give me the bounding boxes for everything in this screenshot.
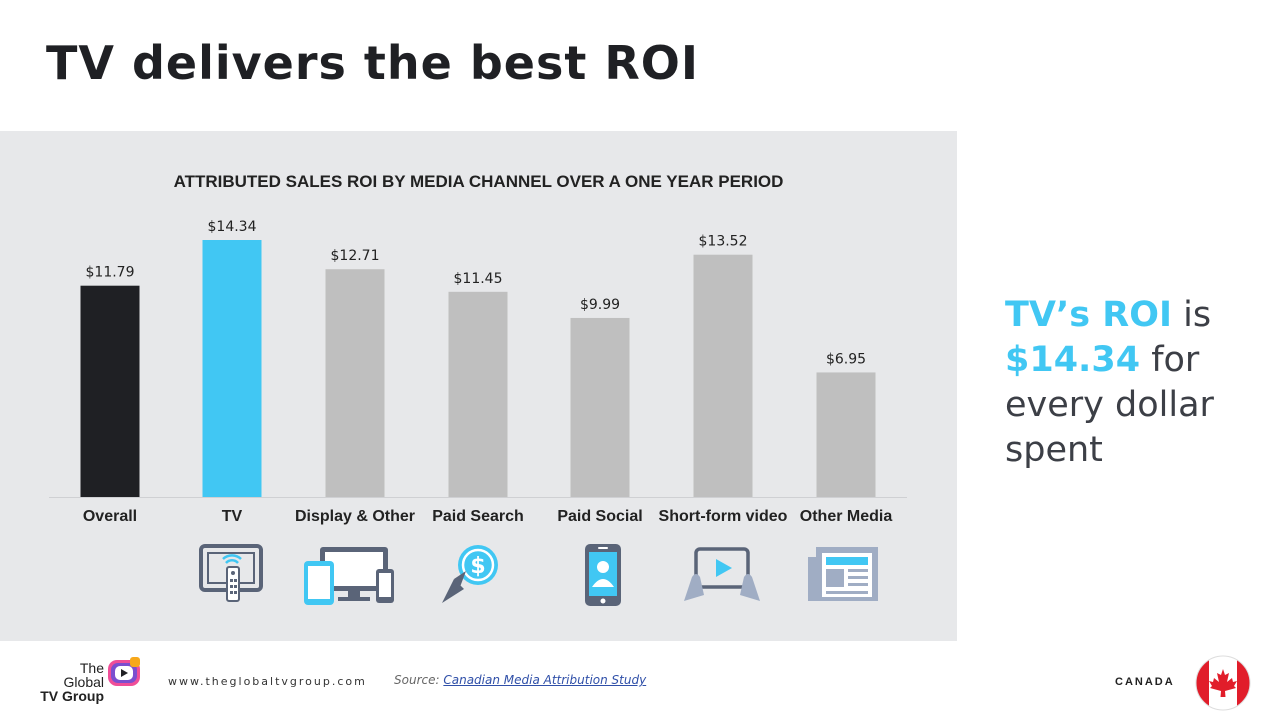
value-label-2: $12.71	[331, 248, 380, 264]
value-label-4: $9.99	[580, 297, 620, 313]
bar-1	[202, 240, 262, 497]
global-tv-group-logo: The Global TV Group	[40, 657, 148, 705]
category-label-5: Short-form video	[659, 508, 788, 525]
callout-text-rest: for every dollar spent	[1005, 340, 1214, 470]
roi-callout: TV’s ROI is $14.34 for every dollar spen…	[1005, 293, 1255, 473]
value-label-3: $11.45	[454, 271, 503, 287]
category-label-6: Other Media	[800, 508, 893, 525]
bar-5	[693, 254, 753, 497]
bar-2	[325, 269, 385, 497]
canada-flag-icon	[1195, 655, 1251, 711]
callout-highlight-value: $14.34	[1005, 340, 1141, 380]
source-label: Source:	[394, 673, 440, 687]
country-label: CANADA	[1115, 676, 1175, 688]
devices-icon	[302, 543, 396, 607]
logo-line-1: The	[79, 660, 104, 676]
bar-0	[80, 285, 140, 497]
bar-6	[816, 372, 876, 497]
svg-text:$: $	[470, 554, 485, 579]
logo-mark-icon	[108, 657, 140, 686]
tablet-video-icon	[682, 543, 762, 607]
value-label-1: $14.34	[208, 219, 257, 235]
logo-line-2: Global	[63, 674, 104, 690]
category-label-0: Overall	[83, 508, 137, 525]
value-label-0: $11.79	[86, 265, 135, 281]
callout-text: is	[1172, 295, 1212, 335]
tv-remote-icon	[198, 543, 264, 607]
website-text: www.theglobaltvgroup.com	[168, 675, 367, 688]
newspaper-icon	[806, 543, 880, 607]
callout-highlight-label: TV’s ROI	[1005, 295, 1173, 335]
smartphone-user-icon	[570, 543, 636, 607]
category-label-2: Display & Other	[295, 508, 415, 525]
bar-4	[570, 317, 630, 497]
value-label-5: $13.52	[699, 234, 748, 250]
category-label-4: Paid Social	[557, 508, 642, 525]
category-label-1: TV	[222, 508, 243, 525]
chart-title: ATTRIBUTED SALES ROI BY MEDIA CHANNEL OV…	[173, 172, 784, 191]
page-title: TV delivers the best ROI	[46, 36, 700, 90]
bar-chart: $11.79 Overall $14.34 TV $12.71 Display & Oth…	[49, 219, 907, 525]
logo-line-3: TV Group	[40, 688, 104, 704]
chart-panel: ATTRIBUTED SALES ROI BY MEDIA CHANNEL OV…	[0, 131, 957, 641]
value-label-6: $6.95	[826, 351, 866, 367]
dollar-click-icon: $	[440, 543, 506, 607]
bar-3	[448, 291, 508, 497]
source-citation: Source: Canadian Media Attribution Study	[394, 673, 646, 687]
category-label-3: Paid Search	[432, 508, 524, 525]
source-link[interactable]: Canadian Media Attribution Study	[443, 673, 647, 687]
